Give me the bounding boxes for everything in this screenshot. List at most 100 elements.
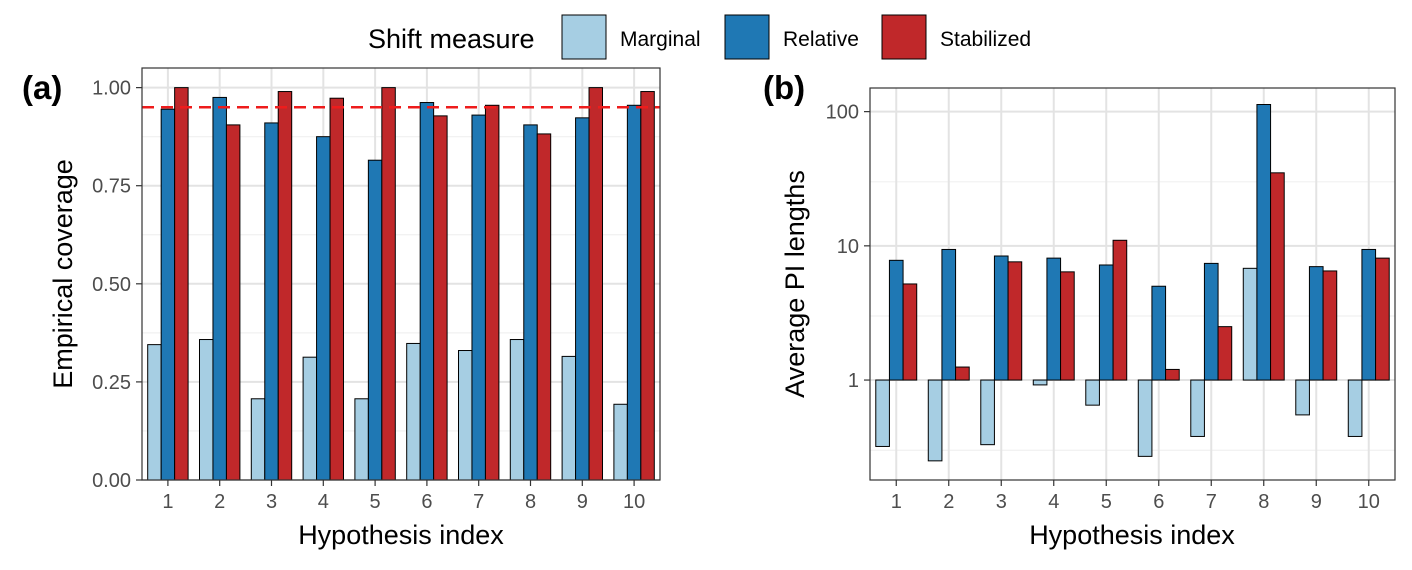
panel-a: (a) 0.00 0.25 0.50 0.75 1.00 1 2 3 4 5 6 7 8 9 10 Hyp… bbox=[22, 67, 661, 550]
b-bar-stabilized-8 bbox=[1270, 172, 1285, 381]
a-bar-marginal-4 bbox=[302, 356, 318, 481]
panel-b-border bbox=[869, 87, 1396, 481]
a-bar-marginal-5 bbox=[354, 398, 369, 481]
panel-a-border bbox=[141, 67, 661, 481]
a-ytick-label: 0.00 bbox=[92, 470, 131, 492]
panel-a-y-ticks: 0.00 0.25 0.50 0.75 1.00 bbox=[92, 78, 142, 492]
a-bar-marginal-1 bbox=[147, 344, 162, 481]
b-xtick-label: 5 bbox=[1101, 491, 1112, 513]
panel-a-ylabel: Empirical coverage bbox=[48, 159, 78, 389]
b-bar-relative-1 bbox=[888, 259, 904, 381]
b-bar-marginal-8 bbox=[1242, 267, 1258, 381]
b-bar-marginal-10 bbox=[1347, 379, 1363, 437]
b-bar-marginal-5 bbox=[1085, 379, 1100, 406]
b-bar-relative-4 bbox=[1046, 257, 1062, 381]
a-bar-stabilized-3 bbox=[277, 91, 293, 481]
panel-a-xlabel: Hypothesis index bbox=[298, 520, 504, 550]
a-xtick-label: 1 bbox=[162, 491, 173, 513]
b-bar-marginal-2 bbox=[927, 379, 943, 462]
b-xtick-label: 8 bbox=[1258, 491, 1269, 513]
legend: Shift measure Marginal Relative Stabiliz… bbox=[368, 14, 1031, 60]
b-bar-marginal-3 bbox=[980, 379, 995, 446]
legend-swatch-relative bbox=[724, 14, 770, 60]
a-bar-marginal-6 bbox=[406, 342, 421, 481]
legend-label-relative: Relative bbox=[783, 28, 859, 51]
b-bar-marginal-1 bbox=[875, 379, 890, 447]
panel-a-bars bbox=[147, 87, 655, 481]
a-xtick-label: 10 bbox=[623, 491, 645, 513]
b-xtick-label: 6 bbox=[1153, 491, 1164, 513]
a-ytick-label: 0.50 bbox=[92, 274, 131, 296]
b-ytick-label: 100 bbox=[826, 102, 859, 124]
a-xtick-label: 4 bbox=[318, 491, 329, 513]
a-xtick-label: 5 bbox=[370, 491, 381, 513]
b-bar-relative-10 bbox=[1361, 248, 1377, 381]
b-bar-marginal-7 bbox=[1190, 379, 1205, 437]
panel-b-y-ticks: 1 10 100 bbox=[826, 102, 870, 392]
b-bar-marginal-9 bbox=[1295, 379, 1310, 416]
a-bar-relative-4 bbox=[316, 136, 331, 481]
b-bar-relative-8 bbox=[1256, 104, 1272, 381]
b-bar-relative-6 bbox=[1151, 285, 1167, 381]
b-bar-stabilized-9 bbox=[1322, 270, 1338, 381]
b-xtick-label: 2 bbox=[943, 491, 954, 513]
a-bar-stabilized-6 bbox=[433, 115, 448, 481]
a-bar-stabilized-5 bbox=[381, 87, 396, 481]
b-bar-stabilized-10 bbox=[1375, 257, 1390, 381]
a-xtick-label: 9 bbox=[577, 491, 588, 513]
a-xtick-label: 3 bbox=[266, 491, 277, 513]
legend-swatch-marginal bbox=[561, 14, 607, 60]
b-bar-relative-9 bbox=[1308, 266, 1324, 381]
a-bar-marginal-2 bbox=[198, 339, 214, 481]
a-bar-relative-10 bbox=[626, 104, 642, 481]
b-ytick-label: 10 bbox=[837, 236, 859, 258]
a-ytick-label: 1.00 bbox=[92, 78, 131, 100]
a-xtick-label: 8 bbox=[525, 491, 536, 513]
a-ytick-label: 0.75 bbox=[92, 176, 131, 198]
b-bar-relative-5 bbox=[1098, 264, 1114, 381]
a-bar-relative-7 bbox=[471, 114, 486, 481]
b-bar-relative-2 bbox=[941, 248, 957, 381]
b-bar-stabilized-5 bbox=[1112, 239, 1128, 381]
a-bar-marginal-3 bbox=[250, 398, 266, 481]
a-bar-marginal-10 bbox=[613, 403, 628, 481]
a-bar-stabilized-4 bbox=[329, 97, 345, 481]
a-bar-stabilized-9 bbox=[588, 87, 604, 481]
panel-a-label: (a) bbox=[22, 69, 62, 106]
a-bar-relative-3 bbox=[264, 122, 279, 481]
a-bar-stabilized-7 bbox=[484, 104, 500, 481]
panel-a-x-ticks: 1 2 3 4 5 6 7 8 9 10 bbox=[162, 480, 645, 513]
b-xtick-label: 7 bbox=[1206, 491, 1217, 513]
b-bar-stabilized-4 bbox=[1060, 271, 1075, 381]
panel-b-label: (b) bbox=[763, 69, 805, 106]
a-bar-stabilized-1 bbox=[174, 87, 189, 481]
b-xtick-label: 4 bbox=[1048, 491, 1059, 513]
a-bar-stabilized-10 bbox=[640, 91, 655, 481]
b-bar-marginal-6 bbox=[1137, 379, 1153, 457]
a-bar-stabilized-2 bbox=[225, 124, 241, 481]
legend-title: Shift measure bbox=[368, 24, 535, 54]
b-bar-relative-3 bbox=[993, 255, 1009, 381]
b-xtick-label: 1 bbox=[891, 491, 902, 513]
a-bar-relative-1 bbox=[160, 108, 176, 481]
panel-b-x-ticks: 1 2 3 4 5 6 7 8 9 10 bbox=[891, 480, 1380, 513]
b-bar-stabilized-6 bbox=[1165, 368, 1180, 381]
panel-b-ylabel: Average PI lengths bbox=[780, 170, 810, 398]
a-bar-marginal-8 bbox=[509, 339, 525, 481]
a-bar-relative-5 bbox=[367, 159, 383, 481]
a-ytick-label: 0.25 bbox=[92, 372, 131, 394]
b-bar-stabilized-2 bbox=[955, 366, 970, 381]
a-bar-relative-2 bbox=[212, 96, 227, 481]
legend-label-marginal: Marginal bbox=[620, 28, 701, 51]
panel-b-xlabel: Hypothesis index bbox=[1029, 520, 1235, 550]
a-xtick-label: 7 bbox=[473, 491, 484, 513]
a-bar-relative-8 bbox=[523, 124, 538, 481]
legend-swatch-stabilized bbox=[881, 14, 927, 60]
b-bar-stabilized-3 bbox=[1007, 261, 1023, 381]
a-bar-marginal-9 bbox=[561, 355, 577, 481]
legend-label-stabilized: Stabilized bbox=[940, 28, 1031, 51]
b-bar-stabilized-7 bbox=[1217, 326, 1233, 381]
